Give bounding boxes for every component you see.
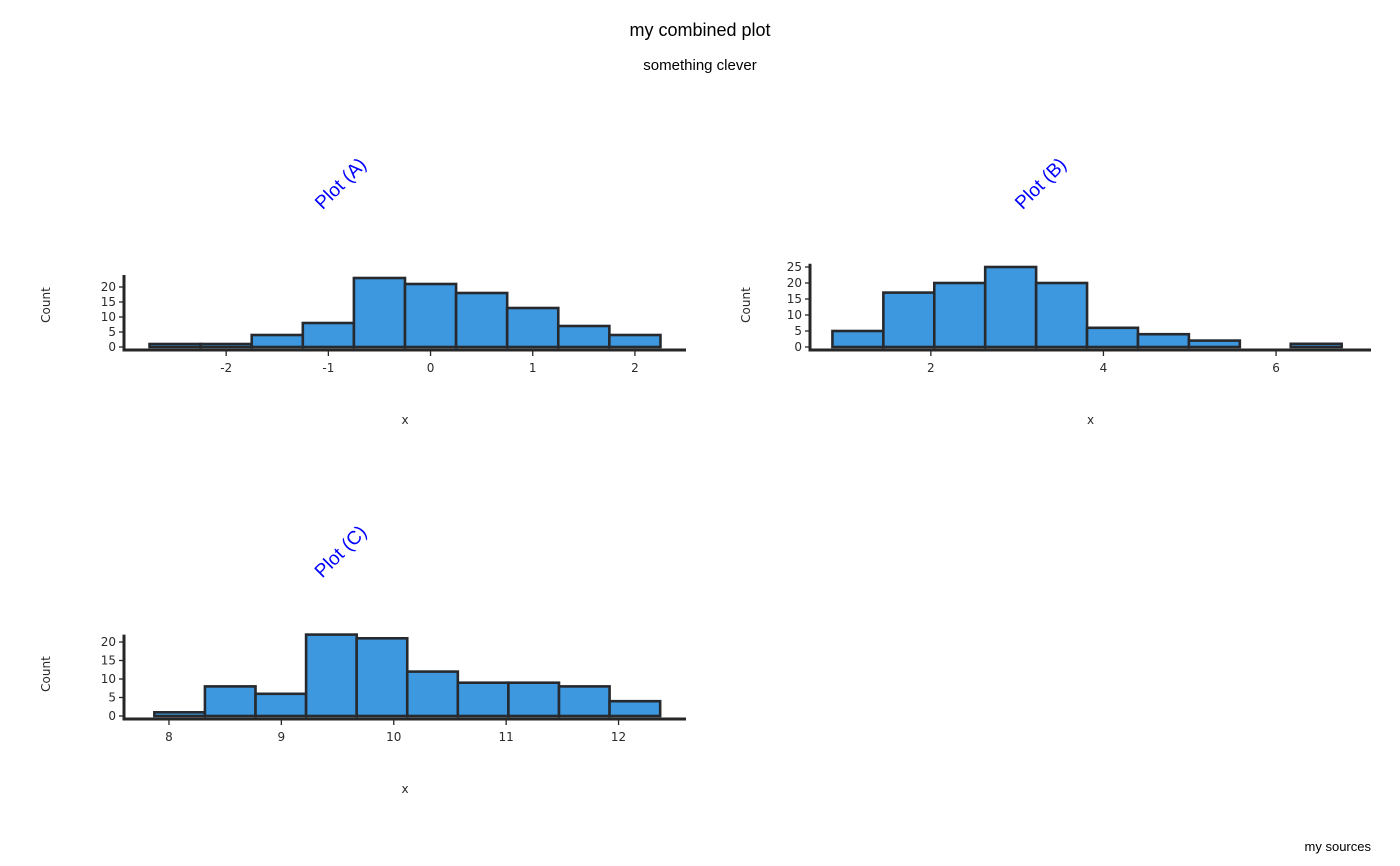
histogram-bar (148, 342, 202, 349)
x-tick-label: 9 (278, 730, 286, 744)
histogram-bar (203, 685, 257, 718)
x-axis-title: x (1087, 413, 1094, 427)
histogram-bar (1187, 339, 1242, 349)
x-axis-title: x (401, 413, 408, 427)
x-tick-label: 12 (611, 730, 626, 744)
x-tick-label: 6 (1272, 361, 1280, 375)
histogram-bar (352, 276, 407, 349)
histogram-b-chart: Plot (B) 0 5 10 15 20 25 2 4 6 x Count (739, 154, 1371, 427)
histogram-bar (932, 281, 987, 349)
x-tick-label: 2 (927, 361, 935, 375)
y-tick-label: 25 (787, 260, 802, 274)
histogram-bar (254, 692, 308, 718)
histogram-panel-b: Plot (B) 0 5 10 15 20 25 2 4 6 x Count (700, 100, 1400, 468)
histogram-bar (405, 670, 460, 718)
histogram-bar (1034, 281, 1089, 349)
x-tick-label: 10 (386, 730, 401, 744)
y-tick-label: 15 (101, 654, 116, 668)
x-tick-label: 4 (1100, 361, 1108, 375)
histogram-bar (1289, 342, 1343, 349)
y-tick-label: 10 (101, 672, 116, 686)
y-tick-label: 20 (101, 280, 116, 294)
histogram-bar (507, 681, 561, 718)
histogram-bar (556, 324, 611, 349)
x-tick-label: 1 (529, 361, 537, 375)
x-tick-label: -2 (220, 361, 232, 375)
y-tick-label: 0 (108, 709, 116, 723)
y-tick-label: 10 (101, 310, 116, 324)
histogram-bar (1085, 326, 1140, 349)
y-tick-label: 15 (787, 292, 802, 306)
histogram-bar (983, 265, 1038, 349)
x-tick-label: -1 (322, 361, 334, 375)
histogram-bar (304, 633, 358, 718)
y-tick-label: 20 (787, 276, 802, 290)
y-tick-label: 5 (794, 324, 802, 338)
x-tick-label: 11 (499, 730, 514, 744)
y-axis-title: Count (739, 287, 753, 323)
page-subtitle: something clever (643, 57, 757, 74)
y-tick-label: 5 (108, 325, 116, 339)
page-title: my combined plot (629, 20, 771, 40)
panel-title-b: Plot (B) (1011, 154, 1071, 214)
histogram-c-chart: Plot (C) 0 5 10 15 20 8 9 10 11 12 x Count (39, 522, 686, 796)
histogram-panel-a: Plot (A) 0 5 10 15 20 -2 -1 0 1 2 x Count (0, 100, 700, 468)
histogram-bar (456, 681, 510, 718)
histogram-bar (831, 329, 885, 349)
x-axis-title: x (401, 782, 408, 796)
histogram-bar (403, 282, 458, 349)
histogram-bar (557, 685, 611, 718)
histogram-bar (608, 333, 662, 349)
panel-title-a: Plot (A) (311, 154, 371, 214)
x-tick-label: 2 (631, 361, 639, 375)
histogram-bar (505, 306, 560, 349)
histogram-bar (608, 699, 662, 718)
x-tick-label: 0 (427, 361, 435, 375)
histogram-bar (250, 333, 305, 349)
x-tick-label: 8 (165, 730, 173, 744)
histogram-bar (454, 291, 509, 349)
histogram-bar (355, 637, 409, 718)
histogram-bar (882, 291, 936, 349)
histogram-bar (199, 342, 254, 349)
y-tick-label: 15 (101, 295, 116, 309)
histogram-panel-c: Plot (C) 0 5 10 15 20 8 9 10 11 12 x Count (0, 468, 700, 836)
panel-title-c: Plot (C) (311, 522, 371, 582)
y-tick-label: 0 (108, 340, 116, 354)
caption: my sources (1304, 839, 1371, 854)
y-axis-title: Count (39, 656, 53, 692)
y-tick-label: 20 (101, 635, 116, 649)
histogram-bar (1136, 332, 1191, 349)
y-axis-title: Count (39, 287, 53, 323)
y-tick-label: 0 (794, 340, 802, 354)
histogram-bar (301, 321, 356, 349)
histogram-bar (153, 711, 207, 718)
y-tick-label: 10 (787, 308, 802, 322)
y-tick-label: 5 (108, 691, 116, 705)
